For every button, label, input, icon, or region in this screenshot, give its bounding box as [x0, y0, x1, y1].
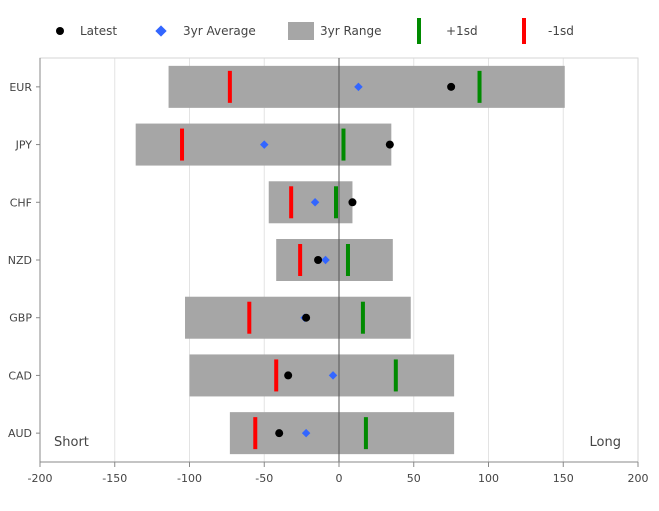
minus1sd-marker-aud: [253, 417, 258, 450]
minus1sd-marker-cad: [274, 359, 279, 392]
legend-minus1sd-marker: [522, 18, 526, 44]
range-bar-chf: [268, 181, 353, 224]
average-marker-eur: [354, 82, 363, 92]
latest-marker-jpy: [385, 140, 394, 149]
plus1sd-marker-eur: [477, 70, 482, 103]
average-marker-nzd: [321, 255, 330, 265]
legend-average-marker: [155, 25, 167, 37]
category-label-nzd: NZD: [8, 254, 32, 267]
legend-average-label: 3yr Average: [183, 24, 256, 38]
plot-area: EUR JPY CHF NZD GBP CAD AUD -200 -150 -100 -50 0 50 1…: [8, 57, 649, 485]
x-tick-label: 0: [336, 472, 343, 485]
average-marker-chf: [310, 198, 320, 207]
range-bar-nzd: [276, 239, 393, 281]
legend-range-label: 3yr Range: [320, 24, 382, 38]
minus1sd-marker-eur: [227, 70, 232, 103]
category-label-chf: CHF: [10, 196, 32, 209]
latest-marker-aud: [275, 429, 284, 438]
legend-latest-label: Latest: [80, 24, 117, 38]
legend-minus1sd-label: -1sd: [548, 24, 574, 38]
category-label-aud: AUD: [8, 427, 32, 440]
range-bar-aud: [229, 412, 455, 455]
plus1sd-marker-jpy: [341, 128, 346, 161]
x-tick-label: 200: [628, 472, 649, 485]
category-label-eur: EUR: [9, 81, 32, 94]
minus1sd-marker-gbp: [247, 301, 252, 334]
legend-plus1sd-label: +1sd: [446, 24, 478, 38]
x-tick-label: 50: [407, 472, 421, 485]
category-label-gbp: GBP: [9, 312, 32, 325]
plus1sd-marker-gbp: [360, 301, 365, 334]
plus1sd-marker-nzd: [345, 244, 350, 276]
latest-marker-cad: [284, 371, 293, 380]
average-marker-jpy: [260, 140, 269, 149]
plus1sd-marker-cad: [393, 359, 398, 392]
category-label-cad: CAD: [8, 369, 32, 382]
plus1sd-marker-chf: [334, 186, 339, 219]
range-bar-gbp: [185, 296, 411, 339]
short-annotation: Short: [54, 435, 89, 450]
long-annotation: Long: [590, 435, 621, 450]
x-tick-label: -50: [255, 472, 273, 485]
plus1sd-marker-aud: [363, 417, 368, 450]
minus1sd-marker-jpy: [180, 128, 185, 161]
minus1sd-marker-nzd: [298, 244, 303, 276]
x-tick-label: -200: [28, 472, 53, 485]
legend-range-swatch: [288, 22, 314, 40]
x-tick-label: -100: [177, 472, 202, 485]
latest-marker-nzd: [314, 256, 323, 264]
x-tick-label: -150: [102, 472, 127, 485]
latest-marker-eur: [447, 82, 456, 91]
x-tick-label: 100: [478, 472, 499, 485]
legend-latest-marker: [56, 27, 64, 35]
latest-marker-gbp: [302, 313, 311, 322]
range-bar-cad: [189, 354, 455, 397]
range-bar-eur: [168, 65, 565, 108]
average-marker-cad: [328, 371, 338, 380]
x-tick-label: 150: [553, 472, 574, 485]
latest-marker-chf: [348, 198, 357, 207]
minus1sd-marker-chf: [289, 186, 294, 219]
category-label-jpy: JPY: [15, 139, 33, 152]
legend-plus1sd-marker: [417, 18, 421, 44]
legend: Latest 3yr Average 3yr Range +1sd -1sd: [56, 18, 574, 44]
average-marker-aud: [301, 428, 311, 438]
